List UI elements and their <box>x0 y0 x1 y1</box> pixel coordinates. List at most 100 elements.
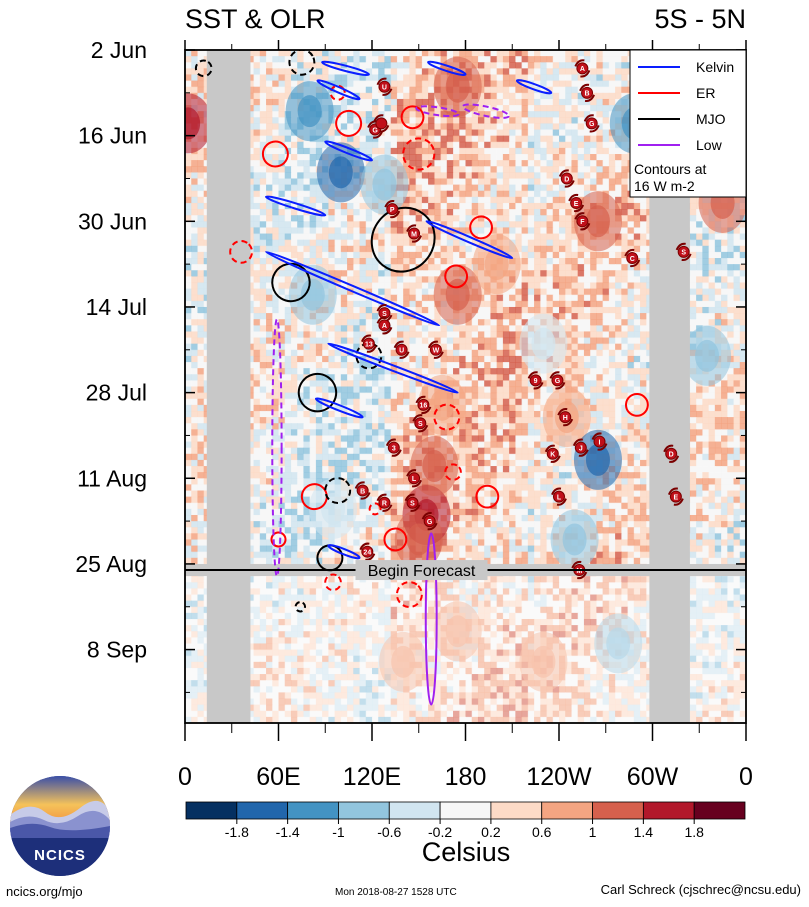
heatmap-cell <box>390 233 398 241</box>
heatmap-cell <box>322 202 329 210</box>
heatmap-cell <box>421 270 429 277</box>
heatmap-cell <box>247 215 255 222</box>
heatmap-cell <box>615 368 622 375</box>
heatmap-cell <box>253 368 261 375</box>
heatmap-cell <box>477 135 485 143</box>
heatmap-cell <box>185 215 192 222</box>
heatmap-cell <box>459 129 467 137</box>
heatmap-cell <box>534 123 541 131</box>
heatmap-cell <box>253 117 261 125</box>
heatmap-cell <box>515 306 523 314</box>
heatmap-cell <box>484 368 492 375</box>
heatmap-cell <box>739 288 746 296</box>
heatmap-cell <box>278 319 286 326</box>
heatmap-cell <box>477 331 485 339</box>
heatmap-cell <box>534 270 541 277</box>
heatmap-cell <box>552 178 560 186</box>
heatmap-cell <box>577 160 585 167</box>
heatmap-cell <box>714 380 722 388</box>
heatmap-cell <box>303 368 311 375</box>
heatmap-cell <box>415 233 423 241</box>
heatmap-cell <box>415 313 423 320</box>
heatmap-cell <box>571 166 579 173</box>
heatmap-cell <box>278 386 286 394</box>
heatmap-cell <box>527 264 535 271</box>
heatmap-cell <box>515 105 523 112</box>
heatmap-cell <box>197 56 205 63</box>
heatmap-cell <box>727 325 735 333</box>
heatmap-cell <box>322 227 329 235</box>
heatmap-cell <box>559 313 566 320</box>
heatmap-cell <box>571 294 579 302</box>
heatmap-cell <box>309 386 317 394</box>
heatmap-cell <box>577 80 585 88</box>
heatmap-cell <box>278 251 286 259</box>
heatmap-cell <box>297 215 305 222</box>
heatmap-cell <box>415 258 423 265</box>
heatmap-cell <box>334 258 342 265</box>
heatmap-cell <box>534 147 541 155</box>
heatmap-cell <box>185 258 192 265</box>
heatmap-cell <box>721 300 728 308</box>
heatmap-cell <box>602 86 610 94</box>
heatmap-cell <box>259 129 267 137</box>
heatmap-cell <box>359 300 367 308</box>
heatmap-cell <box>590 374 597 381</box>
heatmap-cell <box>403 135 410 143</box>
heatmap-cell <box>471 190 479 198</box>
heatmap-cell <box>534 264 541 271</box>
heatmap-cell <box>733 343 741 351</box>
heatmap-cell <box>571 111 579 118</box>
heatmap-cell <box>446 325 454 333</box>
heatmap-cell <box>527 166 535 173</box>
heatmap-cell <box>739 300 746 308</box>
heatmap-cell <box>465 258 473 265</box>
heatmap-cell <box>521 239 529 247</box>
heatmap-cell <box>583 294 591 302</box>
heatmap-cell <box>527 129 535 137</box>
heatmap-cell <box>266 62 273 69</box>
heatmap-cell <box>272 184 280 192</box>
heatmap-cell <box>565 331 573 339</box>
heatmap-cell <box>559 300 566 308</box>
heatmap-cell <box>621 276 629 284</box>
heatmap-cell <box>696 276 703 284</box>
heatmap-cell <box>521 276 529 284</box>
heatmap-cell <box>459 50 467 57</box>
heatmap-cell <box>490 135 498 143</box>
heatmap-cell <box>477 343 485 351</box>
heatmap-cell <box>372 306 379 314</box>
heatmap-cell <box>465 331 473 339</box>
heatmap-cell <box>409 166 417 173</box>
heatmap-cell <box>552 306 560 314</box>
heatmap-cell <box>608 368 616 375</box>
heatmap-cell <box>384 111 392 118</box>
heatmap-cell <box>446 349 454 357</box>
heatmap-cell <box>384 343 392 351</box>
heatmap-cell <box>727 374 735 381</box>
heatmap-cell <box>384 288 392 296</box>
heatmap-cell <box>309 221 317 229</box>
heatmap-cell <box>353 74 361 82</box>
heatmap-cell <box>428 68 435 76</box>
heatmap-cell <box>197 202 205 210</box>
heatmap-cell <box>378 62 386 69</box>
heatmap-cell <box>278 300 286 308</box>
heatmap-cell <box>340 123 348 131</box>
heatmap-cell <box>546 50 554 57</box>
heatmap-cell <box>446 160 454 167</box>
heatmap-cell <box>602 68 610 76</box>
heatmap-cell <box>453 349 460 357</box>
heatmap-cell <box>434 135 442 143</box>
heatmap-cell <box>303 196 311 204</box>
heatmap-cell <box>621 154 629 161</box>
heatmap-cell <box>509 178 516 186</box>
heatmap-cell <box>446 239 454 247</box>
heatmap-cell <box>721 239 728 247</box>
heatmap-cell <box>621 313 629 320</box>
heatmap-cell <box>378 245 386 253</box>
heatmap-cell <box>390 386 398 394</box>
heatmap-cell <box>471 368 479 375</box>
heatmap-cell <box>409 141 417 149</box>
heatmap-cell <box>596 313 604 320</box>
